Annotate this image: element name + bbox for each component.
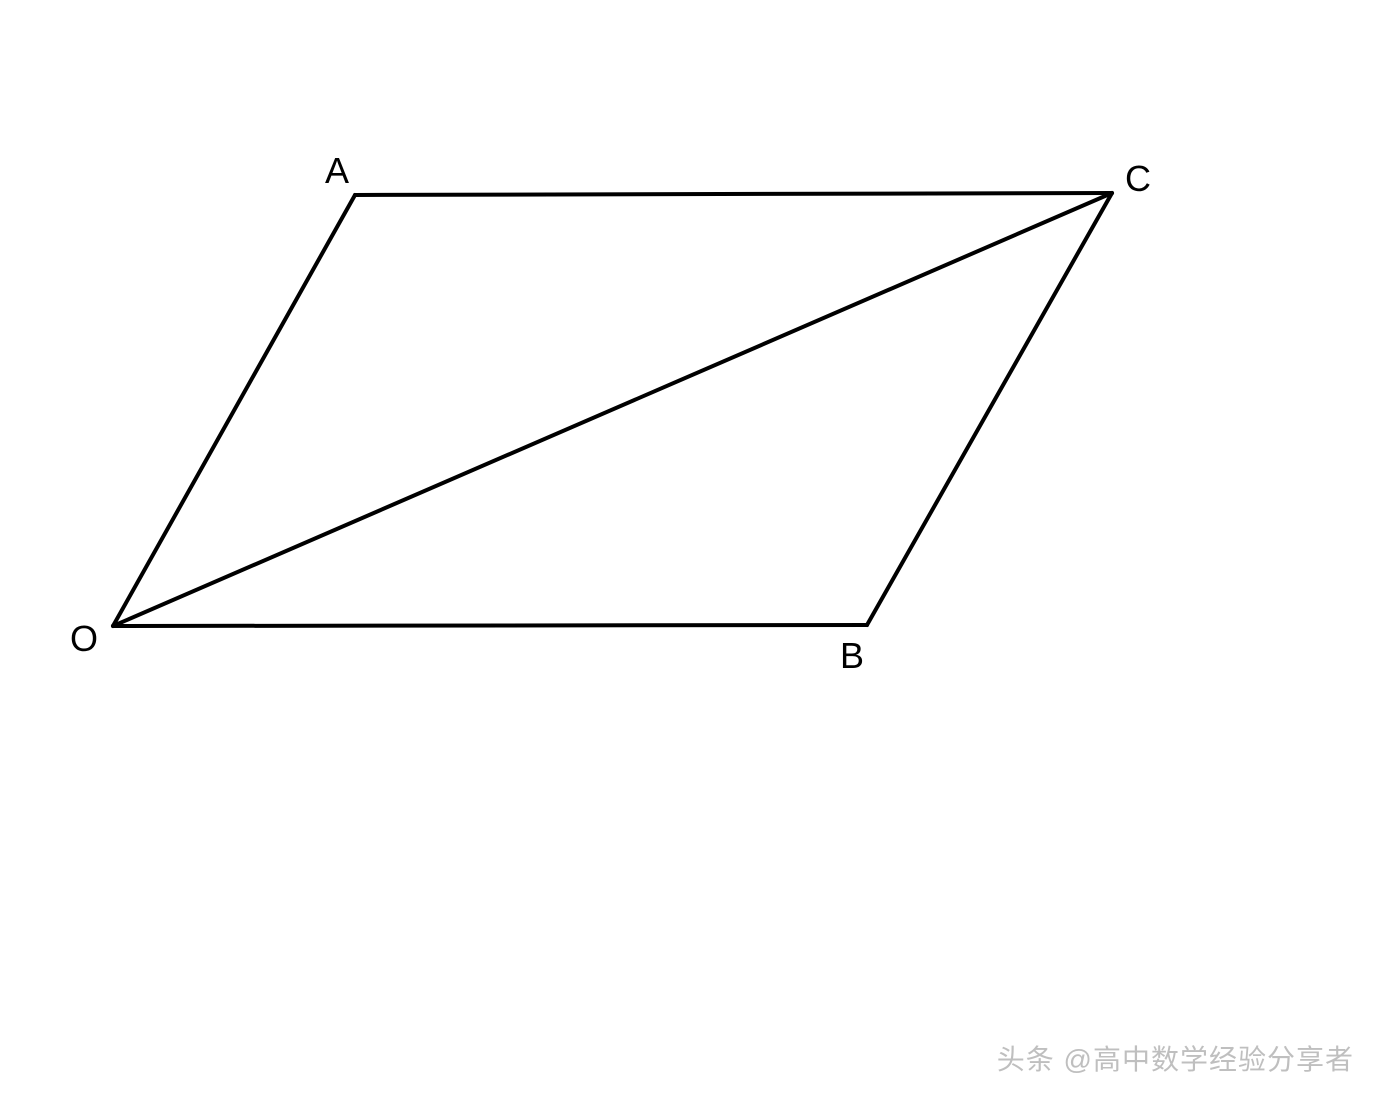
vertex-label-b: B [840, 635, 864, 677]
vertex-label-c: C [1125, 158, 1151, 200]
watermark-text: 头条 @高中数学经验分享者 [997, 1038, 1354, 1078]
vertex-label-o: O [70, 618, 98, 660]
geometry-diagram: A C O B 头条 @高中数学经验分享者 [0, 0, 1384, 1098]
parallelogram-svg [0, 0, 1384, 1098]
vertex-label-a: A [325, 150, 349, 192]
